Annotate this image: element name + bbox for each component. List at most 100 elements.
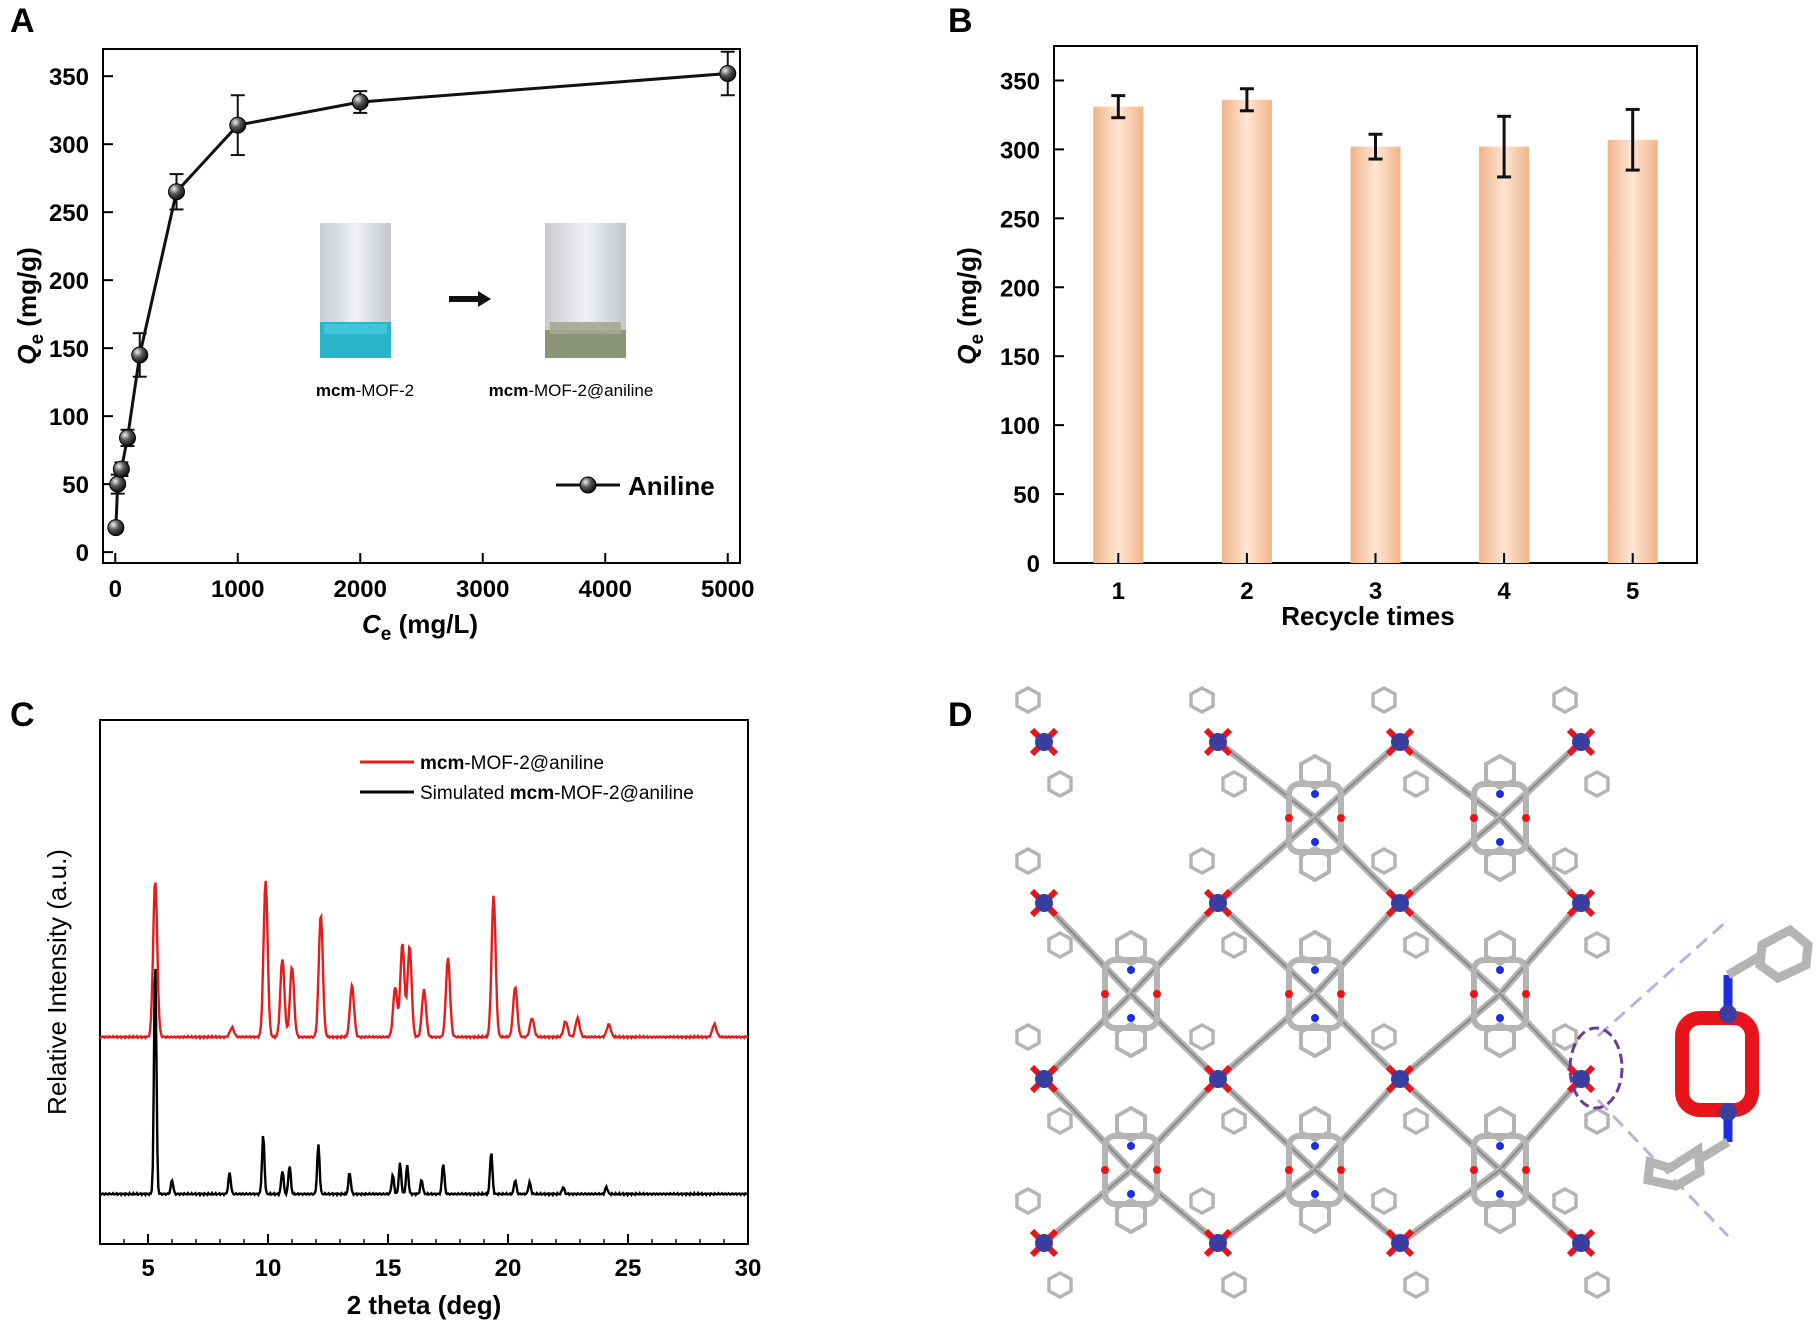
bar: [1479, 146, 1530, 563]
aniline-ring: [1047, 770, 1073, 798]
y-tick-label: 50: [1013, 482, 1040, 509]
metal-node: [1391, 894, 1409, 912]
x-tick-label: 20: [495, 1255, 522, 1282]
oxygen-atom: [1470, 990, 1478, 998]
oxygen-atom: [1337, 814, 1345, 822]
bar: [1350, 146, 1401, 563]
aniline-ring: [1015, 847, 1041, 875]
aniline-ring: [1403, 931, 1429, 959]
linker-bond: [1499, 817, 1582, 904]
y-tick-label: 250: [1000, 206, 1040, 233]
x-tick-label: 3000: [456, 576, 509, 603]
aniline-ring: [1189, 1023, 1215, 1051]
data-point: [107, 519, 125, 537]
aniline-ring: [1584, 770, 1610, 798]
linker-bond: [1130, 1169, 1219, 1244]
panel-c-x-ticks: 5 10 15 20 25 30: [99, 1234, 762, 1282]
aniline-ring: [1221, 1107, 1247, 1135]
crystal-network: [1015, 686, 1610, 1299]
zoom-phenyl-ring: [1643, 1142, 1705, 1191]
nitrogen-atom: [1496, 1142, 1504, 1150]
panel-a-y-title: Qe (mg/g): [12, 247, 48, 364]
zoom-phenyl-ring: [1755, 924, 1813, 984]
aniline-series-line: [114, 71, 728, 528]
panel-a-data: [107, 50, 737, 537]
panel-a-legend: Aniline: [556, 471, 715, 501]
y-tick-label: 150: [1000, 344, 1040, 371]
x-tick-label: 5: [1626, 578, 1639, 605]
linker-bond: [1043, 902, 1132, 995]
metal-node: [1209, 1234, 1227, 1252]
data-point: [109, 475, 127, 493]
pxrd-simulated-line: [99, 968, 749, 1198]
panel-c-y-title: Relative Intensity (a.u.): [42, 849, 72, 1115]
phenyl-ring: [1115, 929, 1147, 967]
nitrogen-atom: [1127, 1190, 1135, 1198]
zoom-guides: [1568, 918, 1730, 1238]
bar: [1607, 139, 1658, 563]
nitrogen-atom: [1496, 790, 1504, 798]
aniline-ring: [1552, 1023, 1578, 1051]
bar: [1093, 106, 1144, 564]
oxygen-atom: [1470, 814, 1478, 822]
y-tick-label: 0: [1027, 551, 1040, 578]
data-point: [351, 93, 369, 111]
legend-sim-label: Simulated mcm-MOF-2@aniline: [420, 783, 694, 804]
nitrogen-atom: [1311, 1190, 1319, 1198]
metal-node: [1572, 1234, 1590, 1252]
phenyl-ring: [1484, 753, 1516, 791]
arrow-icon: [449, 291, 491, 307]
aniline-ring: [1371, 1023, 1397, 1051]
aniline-ring: [1403, 1107, 1429, 1135]
inset-label-after: mcm-MOF-2@aniline: [489, 381, 654, 400]
phenyl-ring: [1484, 1197, 1516, 1235]
aniline-ring: [1552, 686, 1578, 714]
nitrogen-atom: [1496, 838, 1504, 846]
nitrogen-atom: [1311, 838, 1319, 846]
oxygen-atom: [1470, 1166, 1478, 1174]
oxygen-atom: [1153, 1166, 1161, 1174]
x-tick-label: 10: [255, 1255, 282, 1282]
linker-bond: [1043, 1169, 1132, 1244]
zoomed-node: [1643, 924, 1813, 1191]
aniline-ring: [1371, 847, 1397, 875]
highlight-ellipse: [1568, 1026, 1624, 1110]
panel-c-frame: [99, 719, 749, 1245]
phenyl-ring: [1115, 1021, 1147, 1059]
panel-c-x-title: 2 theta (deg): [347, 1290, 502, 1320]
linker-bond: [1130, 993, 1219, 1080]
phenyl-ring: [1299, 1197, 1331, 1235]
oxygen-atom: [1337, 1166, 1345, 1174]
x-tick-label: 4000: [579, 576, 632, 603]
aniline-ring: [1371, 1187, 1397, 1215]
x-tick-label: 5: [141, 1255, 154, 1282]
panel-c-legend: mcm-MOF-2@aniline Simulated mcm-MOF-2@an…: [360, 753, 694, 804]
aniline-ring: [1047, 1271, 1073, 1299]
oxygen-atom: [1337, 990, 1345, 998]
pxrd-experimental-line: [99, 880, 749, 1041]
panel-c: C 5 10 15 20 25 30 mcm-MOF-2@aniline Simulate…: [10, 696, 761, 1320]
aniline-ring: [1221, 1271, 1247, 1299]
aniline-ring: [1047, 1107, 1073, 1135]
x-tick-label: 30: [735, 1255, 762, 1282]
metal-node: [1391, 733, 1409, 751]
metal-node: [1035, 1070, 1053, 1088]
x-tick-label: 4: [1497, 578, 1511, 605]
panel-a: A 0 50 100 150 200 250 300 350 0 1000 2000 3000 400…: [10, 2, 754, 645]
linker-bond: [1314, 817, 1401, 904]
aniline-ring: [1403, 1271, 1429, 1299]
aniline-ring: [1584, 1107, 1610, 1135]
aniline-ring: [1015, 1187, 1041, 1215]
panel-a-y-ticks: 0 50 100 150 200 250 300 350: [49, 64, 113, 567]
linker-bond: [1217, 741, 1316, 819]
aniline-ring: [1189, 686, 1215, 714]
panel-a-frame: [102, 48, 741, 564]
linker-bond: [1399, 902, 1501, 995]
inset-vial-after: [545, 223, 626, 358]
panel-a-x-title: Ce (mg/L): [362, 609, 478, 645]
oxygen-atom: [1101, 1166, 1109, 1174]
x-tick-label: 2000: [334, 576, 387, 603]
phenyl-ring: [1115, 1197, 1147, 1235]
metal-node: [1572, 1070, 1590, 1088]
data-point: [112, 460, 130, 478]
